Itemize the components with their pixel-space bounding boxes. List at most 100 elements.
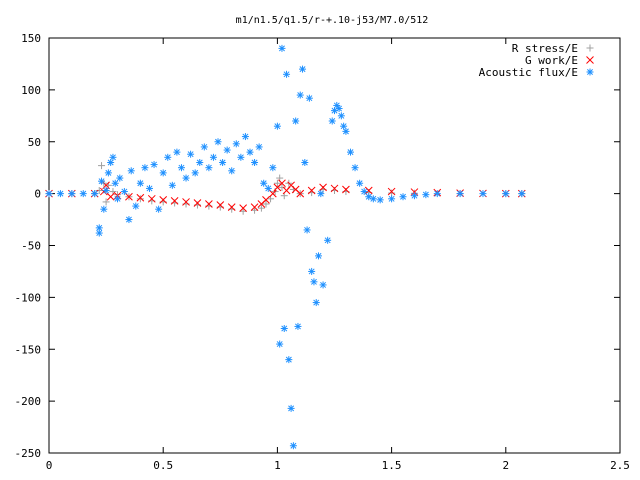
data-point [193,199,202,207]
y-tick-label: -100 [15,291,42,304]
data-point [109,153,117,161]
data-point [177,164,185,172]
data-point [257,204,265,212]
data-point [79,190,87,198]
data-point [219,159,227,166]
x-tick-label: 2 [502,459,509,472]
data-point [294,322,302,330]
data-point [98,162,106,170]
data-point [223,146,231,154]
data-point [337,112,345,120]
data-point [310,278,318,286]
data-point [278,183,286,191]
data-point [141,164,149,172]
y-tick-label: 0 [34,188,41,201]
y-tick-label: 150 [21,32,41,45]
data-point [168,181,176,189]
data-point [95,187,103,195]
data-point [205,164,213,172]
data-point [335,105,343,113]
legend-label: Acoustic flux/E [479,66,578,79]
data-point [205,200,213,208]
data-point [410,188,419,196]
data-point [68,190,76,198]
data-point [276,340,284,348]
data-point [95,224,103,232]
data-point [216,201,225,209]
data-point [250,203,259,211]
legend-marker [586,68,594,76]
data-point [502,190,510,198]
data-point [239,204,247,213]
data-point [159,195,168,204]
data-point [239,207,247,215]
y-tick-label: 100 [21,84,41,97]
data-point [251,159,259,166]
x-tick-label: 0 [46,459,53,472]
data-point [91,190,99,198]
y-tick-label: -250 [15,447,42,460]
data-point [342,185,350,194]
data-point [273,122,281,130]
data-point [260,179,268,187]
data-point [102,198,110,206]
data-point [315,252,323,260]
plot-frame [48,37,621,454]
data-point [301,159,309,166]
data-point [273,179,281,187]
data-point [262,195,270,204]
data-point [280,325,288,332]
data-point [342,127,350,135]
y-tick-label: -150 [15,343,42,356]
data-point [104,169,112,177]
y-tick-label: -50 [21,240,41,253]
data-point [422,191,430,199]
data-point [317,190,325,198]
data-point [125,216,133,224]
data-point [182,174,190,182]
data-point [330,184,339,193]
data-point [246,148,254,156]
data-point [159,169,167,177]
data-point [324,236,332,244]
data-point [150,161,158,169]
chart-title: m1/n1.5/q1.5/r-+.10-j53/M7.0/512 [236,15,429,26]
data-point [360,188,368,196]
data-point [346,148,354,156]
data-point [187,150,195,158]
data-point [388,195,396,203]
series-2 [45,44,526,450]
data-point [214,138,222,146]
x-axis: 0 0.5 1 1.5 2 2.5 [46,38,630,472]
data-point [136,179,144,187]
data-point [305,94,313,102]
data-point [107,159,115,166]
series-0 [45,162,526,215]
data-point [399,193,407,201]
data-point [262,200,270,208]
data-point [351,164,359,172]
data-point [308,267,316,275]
data-point [127,167,135,175]
data-point [241,133,249,141]
data-point [116,174,124,182]
series-layer [45,44,526,450]
legend-label: G work/E [525,54,578,67]
data-point [209,153,217,161]
data-point [264,184,272,192]
data-point [232,140,240,148]
data-point [376,196,384,204]
data-point [227,203,236,211]
data-point [269,164,277,172]
data-point [182,198,190,206]
data-point [251,206,259,214]
legend-marker [586,44,594,52]
data-point [228,167,236,175]
data-point [356,179,364,187]
x-tick-label: 0.5 [153,459,173,472]
legend-marker [586,56,594,64]
data-point [111,179,119,187]
data-point [456,190,464,198]
y-axis: -250 -200 -150 -100 -50 0 50 100 150 [15,32,620,460]
